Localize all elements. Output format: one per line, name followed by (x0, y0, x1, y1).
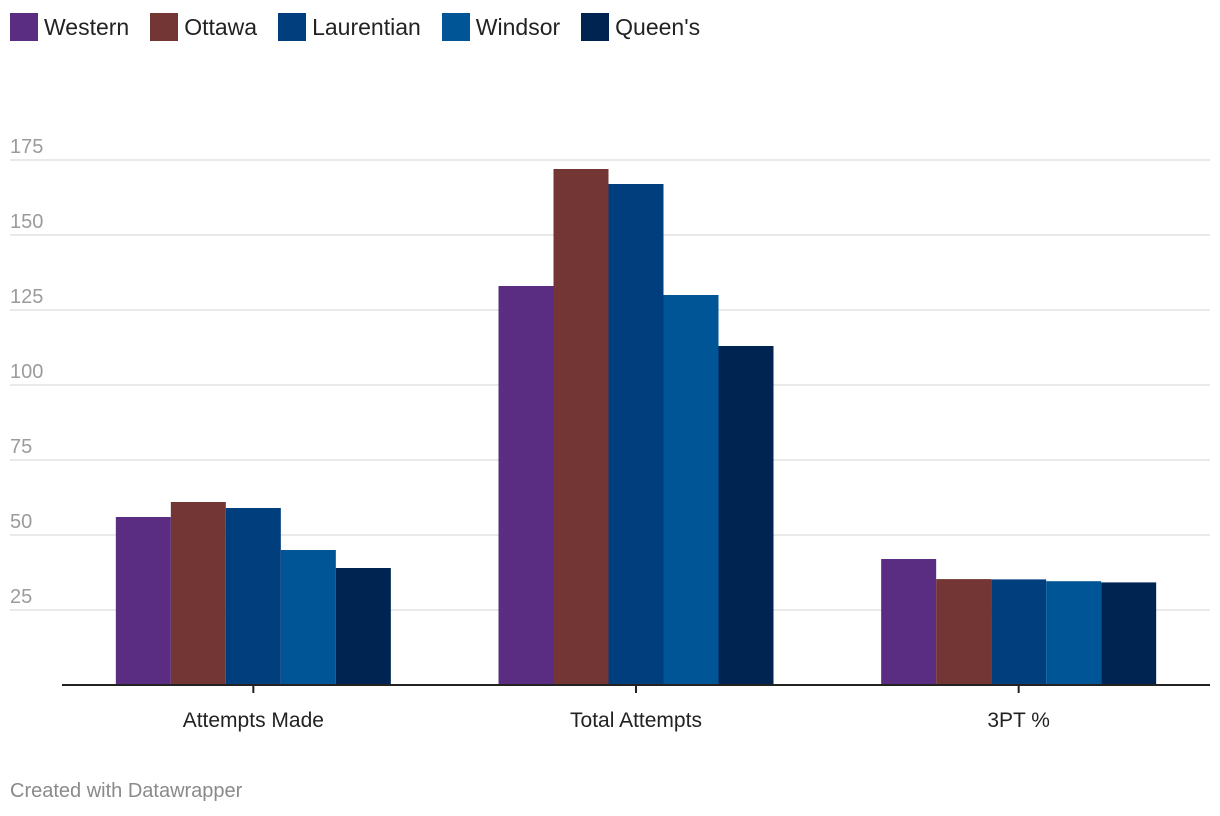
footer-credit: Created with Datawrapper (10, 780, 243, 802)
legend-item-ottawa: Ottawa (150, 13, 257, 41)
bar-3pt-laurentian (991, 579, 1047, 685)
legend-swatch (278, 13, 307, 41)
legend-swatch (581, 13, 610, 41)
legend-label: Windsor (475, 13, 561, 40)
legend-label: Laurentian (312, 13, 421, 40)
x-tick-label-attempts-made: Attempts Made (183, 709, 324, 732)
y-tick-label: 75 (10, 436, 32, 458)
y-tick-label: 125 (10, 286, 43, 308)
bar-3pt-windsor (1046, 581, 1102, 685)
bar-total-attempts-windsor (663, 295, 719, 685)
bar-chart: 25 50 75 100 125 150 175 Attempts Made Total At… (10, 136, 1210, 732)
bar-attempts-made-windsor (280, 550, 336, 685)
legend-item-queen-s: Queen's (581, 13, 700, 41)
legend: Western Ottawa Laurentian Windsor Queen's (10, 13, 721, 41)
y-tick-label: 25 (10, 586, 32, 608)
x-tick-label-3pt: 3PT % (987, 709, 1050, 732)
bars (115, 169, 1157, 685)
bar-attempts-made-ottawa (170, 502, 226, 685)
legend-swatch (150, 13, 179, 41)
legend-item-western: Western (10, 13, 129, 41)
legend-swatch (10, 13, 38, 41)
y-tick-label: 175 (10, 136, 43, 158)
bar-3pt-queen-s (1101, 582, 1157, 685)
bar-3pt-ottawa (936, 579, 992, 685)
bar-total-attempts-western (498, 286, 554, 685)
bar-attempts-made-queen-s (335, 568, 391, 685)
legend-swatch (441, 13, 470, 41)
bar-attempts-made-western (115, 517, 171, 685)
legend-item-windsor: Windsor (441, 13, 561, 41)
y-tick-label: 100 (10, 361, 43, 383)
x-tick-label-total-attempts: Total Attempts (570, 709, 702, 732)
legend-label: Queen's (615, 13, 701, 40)
bar-total-attempts-queen-s (718, 346, 774, 685)
bar-attempts-made-laurentian (225, 508, 281, 685)
legend-label: Western (44, 13, 130, 40)
bar-3pt-western (881, 559, 937, 685)
legend-item-laurentian: Laurentian (278, 13, 421, 41)
x-axis-ticks: Attempts Made Total Attempts 3PT % (183, 685, 1050, 732)
y-axis-ticks: 25 50 75 100 125 150 175 (10, 136, 43, 608)
y-tick-label: 50 (10, 511, 32, 533)
bar-total-attempts-ottawa (553, 169, 609, 685)
legend-label: Ottawa (184, 13, 258, 40)
y-tick-label: 150 (10, 211, 43, 233)
bar-total-attempts-laurentian (608, 184, 664, 685)
